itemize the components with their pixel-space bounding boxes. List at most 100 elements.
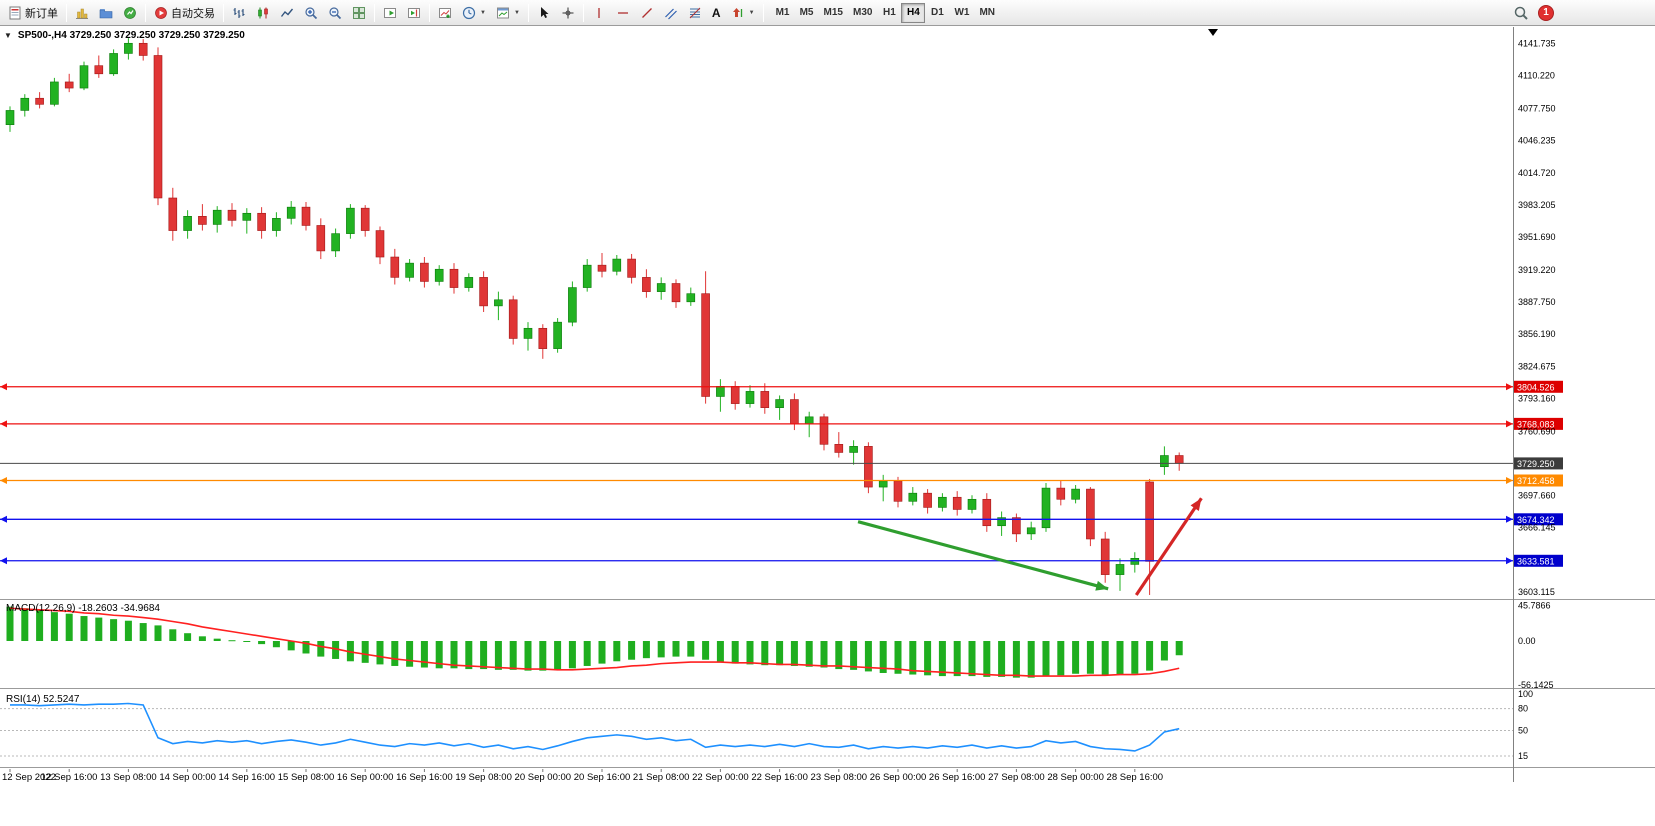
templates-icon [496, 6, 510, 20]
macd-bar [938, 641, 946, 677]
text-tool-button[interactable]: A [707, 2, 726, 24]
macd-bar [198, 636, 206, 641]
toolbar-separator [429, 3, 430, 22]
macd-bar [628, 641, 636, 660]
trendline-button[interactable] [635, 2, 659, 24]
line-chart-button[interactable] [275, 2, 299, 24]
macd-bar [731, 641, 739, 664]
candle [923, 492, 932, 508]
timeframe-H4[interactable]: H4 [901, 2, 926, 23]
chart-shift-button[interactable] [402, 2, 426, 24]
time-label: 13 Sep 08:00 [100, 772, 157, 783]
notification-badge[interactable]: 1 [1538, 4, 1554, 21]
candle [1115, 564, 1125, 575]
candle [20, 97, 30, 111]
chart-title-bar: ▼ SP500-,H4 3729.250 3729.250 3729.250 3… [4, 30, 245, 41]
macd-bar [1072, 641, 1080, 674]
macd-bar [317, 641, 325, 657]
market-watch-button[interactable] [118, 2, 142, 24]
candle [553, 321, 562, 349]
macd-bar [110, 619, 118, 641]
equidistant-channel-icon [664, 6, 678, 20]
svg-text:3760.690: 3760.690 [1518, 426, 1556, 436]
svg-text:3887.750: 3887.750 [1518, 297, 1556, 307]
macd-bar [243, 641, 251, 642]
crosshair-button[interactable] [556, 2, 580, 24]
downtrend-arrow[interactable] [857, 520, 1109, 591]
candle [686, 293, 696, 303]
auto-trading-button[interactable]: 自动交易 [149, 2, 220, 24]
cursor-button[interactable] [532, 2, 556, 24]
arrows-tool-button[interactable]: ▼ [726, 2, 760, 24]
candle [1012, 517, 1021, 535]
macd-bar [776, 641, 784, 666]
rsi-label: RSI(14) 52.5247 [6, 694, 80, 705]
candle [109, 53, 118, 75]
price-badge-label: 3804.526 [1517, 382, 1555, 392]
new-order-button[interactable]: 新订单 [3, 2, 63, 24]
hlines-layer: 3804.526 3768.083 3729.250 3712.458 3674.342… [0, 380, 1563, 567]
macd-bar [420, 641, 428, 668]
macd-bar [879, 641, 887, 673]
timeframe-W1[interactable]: W1 [949, 3, 974, 23]
search-icon[interactable] [1513, 5, 1529, 21]
macd-bar [124, 620, 132, 641]
zoom-in-button[interactable] [299, 2, 323, 24]
auto-scroll-button[interactable] [378, 2, 402, 24]
macd-bar [953, 641, 961, 677]
candlestick-chart-button[interactable] [251, 2, 275, 24]
candle [168, 197, 178, 231]
svg-text:45.7866: 45.7866 [1518, 600, 1551, 610]
price-badge [1514, 380, 1563, 393]
candle [35, 97, 44, 105]
macd-bar [983, 641, 991, 677]
rsi-levels [0, 708, 1513, 757]
tile-windows-button[interactable] [347, 2, 371, 24]
cursor-icon [537, 6, 551, 20]
horizontal-line-button[interactable] [611, 2, 635, 24]
crosshair-icon [561, 6, 575, 20]
chart-shift-marker[interactable] [1208, 29, 1218, 36]
timeframe-M30[interactable]: M30 [848, 3, 877, 23]
new-order-icon [8, 6, 22, 20]
profiles-button[interactable] [94, 2, 118, 24]
macd-bar [1175, 641, 1183, 656]
timeframe-D1[interactable]: D1 [925, 3, 949, 23]
reversal-up-arrow[interactable] [1134, 497, 1203, 596]
one-click-trading-toggle[interactable]: ▼ [4, 31, 12, 40]
macd-bar [539, 641, 547, 671]
timeframe-M15[interactable]: M15 [819, 3, 848, 23]
new-chart-button[interactable] [70, 2, 94, 24]
candle [124, 42, 133, 54]
equidistant-channel-button[interactable] [659, 2, 683, 24]
candle [656, 283, 666, 292]
timeframe-M5[interactable]: M5 [795, 3, 819, 23]
macd-bar [184, 633, 192, 641]
fibonacci-button[interactable] [683, 2, 707, 24]
periods-button[interactable]: ▼ [457, 2, 491, 24]
indicators-button[interactable] [433, 2, 457, 24]
macd-bar [805, 641, 813, 667]
candle [1145, 481, 1154, 562]
templates-button[interactable]: ▼ [491, 2, 525, 24]
separators [0, 27, 1655, 782]
time-label: 27 Sep 08:00 [988, 772, 1045, 783]
bar-chart-button[interactable] [227, 2, 251, 24]
toolbar-separator [582, 3, 584, 22]
macd-bar [672, 641, 680, 657]
candle [568, 287, 577, 323]
line-chart-icon [280, 6, 294, 20]
svg-text:4110.220: 4110.220 [1518, 71, 1555, 81]
timeframe-MN[interactable]: MN [974, 3, 1000, 23]
macd-bar [213, 638, 221, 641]
vertical-line-button[interactable] [587, 2, 611, 24]
fibonacci-icon [688, 6, 702, 20]
text-tool-label: A [711, 5, 721, 20]
time-label: 28 Sep 00:00 [1047, 772, 1104, 783]
timeframe-M1[interactable]: M1 [771, 3, 795, 23]
dropdown-caret-icon: ▼ [513, 9, 520, 16]
timeframe-H1[interactable]: H1 [877, 3, 901, 23]
zoom-out-button[interactable] [323, 2, 347, 24]
macd-bar [228, 640, 236, 642]
